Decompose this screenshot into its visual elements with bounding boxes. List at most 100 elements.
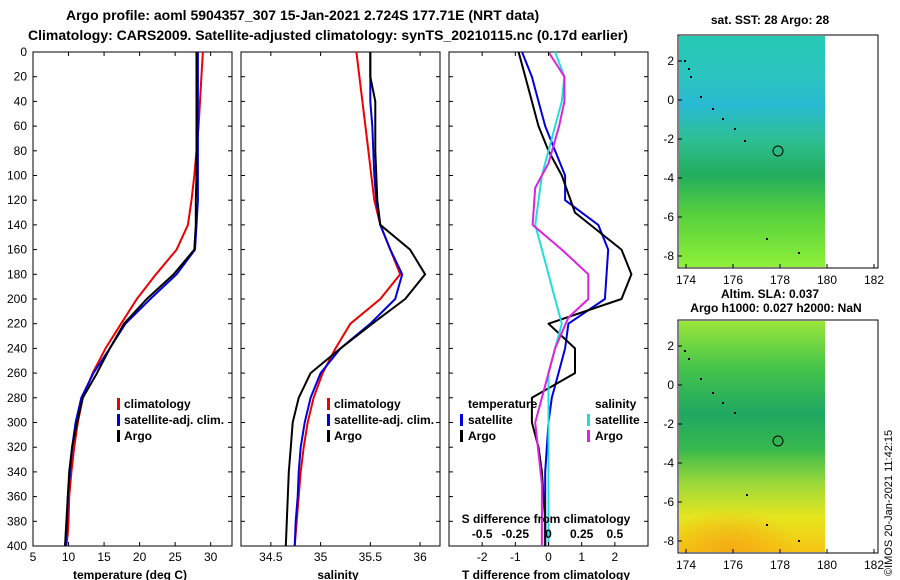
credit-stamp: ©IMOS 20-Jan-2021 11:42:15 [883,429,895,576]
map-y-tick-label: 0 [667,378,674,392]
depth-tick-label: 400 [7,539,27,553]
legend-label-t-satellite: satellite [468,413,513,427]
sla-map: 174 176 178 180 182 2 0 -2 -4 -6 -8 [663,319,884,572]
x-tick-label: -2 [477,550,488,564]
legend-label-climatology: climatology [334,397,401,411]
legend-swatch-s-satellite [587,414,590,426]
depth-tick-label: 320 [7,440,27,454]
x-tick-label: -1 [510,550,521,564]
map-x-tick-label: 180 [817,273,837,287]
map-y-tick-label: -8 [663,249,674,263]
map-x-tick-label: 176 [723,273,743,287]
temperature-panel [32,51,233,547]
argo-position-marker [772,145,784,157]
x-tick-label: 2 [611,550,618,564]
depth-tick-label: 60 [14,119,28,133]
series-temperature-argo [64,52,198,547]
chart-title-line2: Climatology: CARS2009. Satellite-adjuste… [28,27,628,43]
salinity-xlabel: salinity [317,568,359,580]
x-tick-label: 30 [204,550,218,564]
x-tick-label: 5 [30,550,37,564]
s-diff-tick-label: 0.25 [570,527,594,541]
s-diff-tick-label: -0.25 [502,527,530,541]
depth-tick-label: 80 [14,144,28,158]
depth-tick-label: 200 [7,292,27,306]
legend-heading-temperature: temperature [468,397,538,411]
map-y-tick-label: 2 [667,339,674,353]
map-y-tick-label: -2 [663,417,674,431]
x-tick-label: 0 [545,550,552,564]
depth-tick-label: 300 [7,416,27,430]
depth-tick-label: 160 [7,243,27,257]
x-tick-label: 10 [62,550,76,564]
legend-swatch-climatology [117,398,120,410]
depth-tick-label: 180 [7,267,27,281]
depth-tick-label: 220 [7,317,27,331]
legend-swatch-t-satellite [460,414,463,426]
depth-tick-label: 280 [7,391,27,405]
difference-xlabel: T difference from climatology [462,568,630,580]
temperature-xlabel: temperature (deg C) [73,568,187,580]
map-x-tick-label: 182 [864,273,884,287]
legend-label-argo: Argo [334,429,362,443]
s-diff-tick-label: 0 [545,527,552,541]
legend-swatch-s-argo [587,430,590,442]
legend-label-s-satellite: satellite [595,413,640,427]
legend-swatch-satellite-adj [327,414,330,426]
legend-label-climatology: climatology [124,397,191,411]
profile-lines [64,51,633,547]
map-x-tick-label: 174 [676,558,696,572]
depth-tick-label: 40 [14,94,28,108]
sst-field [679,36,825,267]
x-tick-label: 15 [97,550,111,564]
series-difference-satellite [534,51,566,546]
argo-position-marker [772,435,784,447]
map-x-tick-label: 182 [864,558,884,572]
map-x-tick-label: 178 [770,273,790,287]
depth-tick-label: 340 [7,465,27,479]
temperature-legend: climatology satellite-adj. clim. Argo [117,397,224,443]
map-y-tick-label: -4 [663,456,674,470]
legend-swatch-t-argo [460,430,463,442]
series-difference-argo [531,51,590,546]
map-x-tick-label: 178 [770,558,790,572]
depth-tick-label: 120 [7,193,27,207]
salinity-diff-xlabel: S difference from climatology [462,512,631,526]
legend-label-t-argo: Argo [468,429,496,443]
depth-tick-label: 260 [7,366,27,380]
x-tick-label: 35.5 [359,550,383,564]
depth-tick-label: 140 [7,218,27,232]
legend-swatch-climatology [327,398,330,410]
x-tick-label: 34.5 [259,550,283,564]
map-y-tick-label: -4 [663,171,674,185]
map-x-tick-label: 174 [676,273,696,287]
x-tick-label: 35 [314,550,328,564]
x-axes: 5 10 15 20 25 30 34.5 35 35.5 36 -2 -1 0 1 2 -0.5 -0.25 0… [30,52,623,564]
legend-label-s-argo: Argo [595,429,623,443]
sst-coastline-dots [684,60,800,254]
legend-label-satellite-adj: satellite-adj. clim. [124,413,224,427]
legend-label-satellite-adj: satellite-adj. clim. [334,413,434,427]
depth-tick-label: 20 [14,70,28,84]
sla-high-area [679,452,825,552]
x-tick-label: 36 [413,550,427,564]
chart-title-line1: Argo profile: aoml 5904357_307 15-Jan-20… [66,7,540,23]
salinity-legend: climatology satellite-adj. clim. Argo [327,397,434,443]
legend-heading-salinity: salinity [595,397,637,411]
map-x-tick-label: 176 [723,558,743,572]
depth-axis: 0 20 40 60 80 100 120 140 160 180 200 220 240 260 280 3… [7,45,648,553]
x-tick-label: 20 [133,550,147,564]
legend-label-argo: Argo [124,429,152,443]
s-diff-tick-label: 0.5 [606,527,623,541]
x-tick-label: 1 [578,550,585,564]
depth-tick-label: 380 [7,514,27,528]
sla-map-title-line2: Argo h1000: 0.027 h2000: NaN [690,301,861,315]
depth-tick-label: 240 [7,341,27,355]
x-tick-label: 25 [168,550,182,564]
series-salinity-argo [284,52,427,547]
depth-tick-label: 360 [7,490,27,504]
sst-map: 174 176 178 180 182 2 0 -2 -4 -6 -8 [663,34,884,287]
map-y-tick-label: -2 [663,132,674,146]
legend-swatch-argo [117,430,120,442]
